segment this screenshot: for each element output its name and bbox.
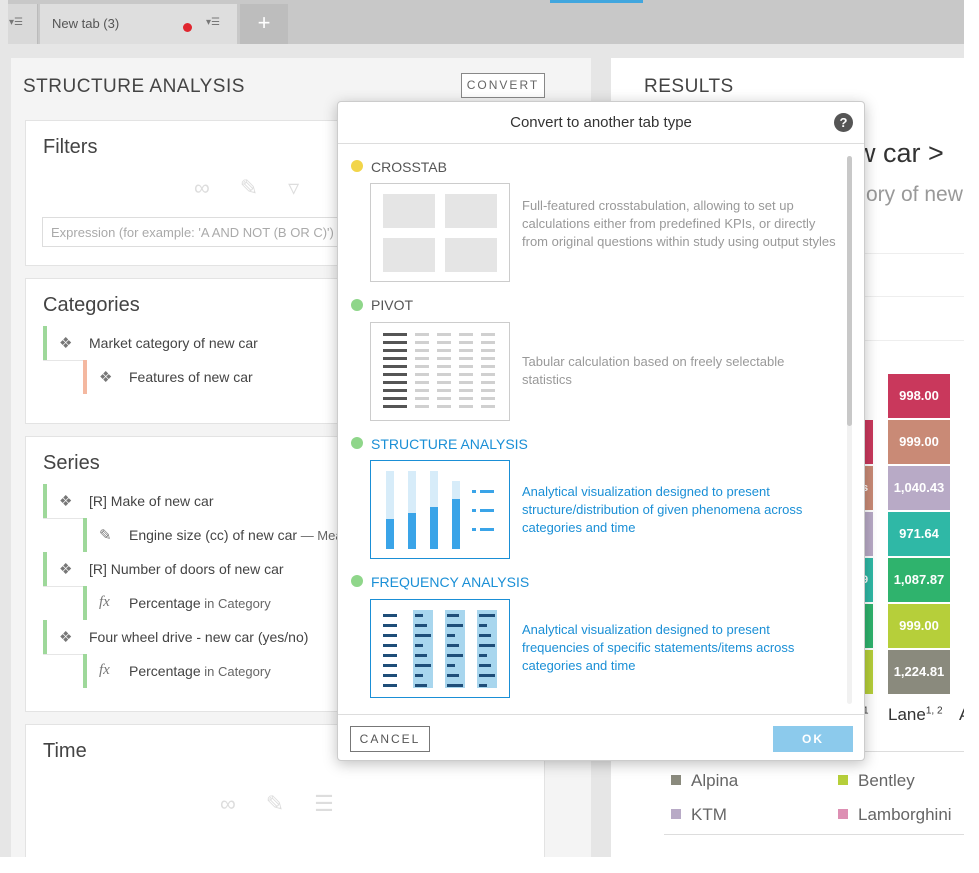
series-label: Percentage xyxy=(129,595,201,611)
ruler-icon: ✎ xyxy=(239,175,259,200)
filters-drop-icons: ∞ ✎ ▿ xyxy=(194,175,329,201)
crosstab-thumbnail[interactable] xyxy=(370,183,510,282)
convert-tab-dialog: Convert to another tab type ? CROSSTAB F… xyxy=(337,101,865,761)
bar-segment[interactable]: 1,224.81 xyxy=(888,650,950,694)
frequency-analysis-description: Analytical visualization designed to pre… xyxy=(522,622,795,673)
cancel-button[interactable]: CANCEL xyxy=(350,726,430,752)
ruler-icon: ✎ xyxy=(99,527,112,544)
app-window: ▾☰ New tab (3) ▾☰ + STRUCTURE ANALYSIS C… xyxy=(0,0,964,857)
structure-chart-preview-icon xyxy=(386,471,494,549)
convert-button[interactable]: CONVERT xyxy=(461,73,545,98)
help-icon[interactable]: ? xyxy=(834,113,853,132)
structure-analysis-description: Analytical visualization designed to pre… xyxy=(522,484,803,535)
filter-icon: ▿ xyxy=(288,175,300,200)
option-frequency-analysis-name[interactable]: FREQUENCY ANALYSIS xyxy=(371,574,530,590)
option-crosstab-name[interactable]: CROSSTAB xyxy=(371,159,447,175)
option-pivot-name[interactable]: PIVOT xyxy=(371,297,414,313)
crosstab-status-dot xyxy=(351,160,363,172)
legend-item-alpina[interactable]: Alpina xyxy=(671,771,738,791)
bar-segment[interactable]: 1,087.87 xyxy=(888,558,950,602)
legend-item-lamborghini[interactable]: Lamborghini xyxy=(838,805,952,825)
time-title: Time xyxy=(43,740,87,762)
circles-icon: ∞ xyxy=(194,175,210,200)
tab-label: New tab (3) xyxy=(52,16,120,31)
add-tab-button[interactable]: + xyxy=(240,4,288,44)
frequency-chart-preview-icon xyxy=(383,610,497,688)
category-label: Market category of new car xyxy=(89,335,258,351)
left-edge-scroll-area xyxy=(0,0,8,857)
bar-segment[interactable]: 999.00 xyxy=(888,420,950,464)
ruler-icon: ✎ xyxy=(265,791,285,816)
series-label: Engine size (cc) of new car xyxy=(129,527,298,543)
series-label: [R] Make of new car xyxy=(89,493,214,509)
circles-icon: ❖ xyxy=(59,629,73,646)
frequency-analysis-status-dot xyxy=(351,575,363,587)
tab-menu-icon[interactable]: ▾☰ xyxy=(206,17,220,28)
structure-analysis-thumbnail[interactable] xyxy=(370,460,510,559)
series-label: [R] Number of doors of new car xyxy=(89,561,284,577)
chart-title: w car > xyxy=(856,138,944,168)
pivot-preview-icon xyxy=(383,333,495,408)
bar-segment[interactable]: 1,040.43 xyxy=(888,466,950,510)
dialog-scrollbar-thumb[interactable] xyxy=(847,156,852,426)
bar-segment[interactable]: 998.00 xyxy=(888,374,950,418)
panel-title: STRUCTURE ANALYSIS xyxy=(23,76,245,97)
series-suffix: — Mea xyxy=(297,528,343,543)
circles-icon: ❖ xyxy=(59,493,73,510)
category-label: Features of new car xyxy=(129,369,253,385)
series-suffix: in Category xyxy=(200,664,271,679)
list-icon: ☰ xyxy=(314,791,334,816)
time-drop-icons: ∞ ✎ ☰ xyxy=(220,791,364,817)
function-icon: fx xyxy=(99,594,110,610)
results-title: RESULTS xyxy=(644,76,734,97)
series-label: Four wheel drive - new car (yes/no) xyxy=(89,629,309,645)
series-suffix: in Category xyxy=(200,596,271,611)
tab-menu-icon[interactable]: ▾☰ xyxy=(9,17,23,28)
legend-item-ktm[interactable]: KTM xyxy=(671,805,727,825)
x-tick-next-label: A xyxy=(959,705,964,725)
tab-new-tab-3[interactable]: New tab (3) ▾☰ xyxy=(40,4,237,44)
x-tick-label: Lane1, 2 xyxy=(888,705,943,724)
circles-icon: ❖ xyxy=(59,335,73,352)
circles-icon: ∞ xyxy=(220,791,236,816)
series-title: Series xyxy=(43,452,100,474)
crosstab-description: Full-featured crosstabulation, allowing … xyxy=(522,198,836,249)
dialog-title: Convert to another tab type xyxy=(510,114,692,131)
frequency-analysis-thumbnail[interactable] xyxy=(370,599,510,698)
tab-bar: ▾☰ New tab (3) ▾☰ + xyxy=(0,0,964,44)
legend-item-bentley[interactable]: Bentley xyxy=(838,771,915,791)
series-label: Percentage xyxy=(129,663,201,679)
filter-expression-input[interactable]: Expression (for example: 'A AND NOT (B O… xyxy=(42,217,352,247)
ok-button[interactable]: OK xyxy=(773,726,853,752)
categories-title: Categories xyxy=(43,294,140,316)
filters-title: Filters xyxy=(43,136,98,158)
circles-check-icon: ❖ xyxy=(99,369,113,386)
structure-analysis-status-dot xyxy=(351,437,363,449)
active-indicator xyxy=(550,0,643,3)
circles-icon: ❖ xyxy=(59,561,73,578)
unsaved-indicator-icon xyxy=(183,23,192,32)
bar-segment[interactable]: 999.00 xyxy=(888,604,950,648)
option-structure-analysis-name[interactable]: STRUCTURE ANALYSIS xyxy=(371,436,528,452)
function-icon: fx xyxy=(99,662,110,678)
bar-segment[interactable]: 971.64 xyxy=(888,512,950,556)
pivot-thumbnail[interactable] xyxy=(370,322,510,421)
dialog-scrollbar-track[interactable] xyxy=(847,156,852,704)
pivot-status-dot xyxy=(351,299,363,311)
x-tick-partial-sup: 1 xyxy=(863,705,869,717)
pivot-description: Tabular calculation based on freely sele… xyxy=(522,354,785,387)
chart-subtitle: ory of new xyxy=(866,183,963,206)
